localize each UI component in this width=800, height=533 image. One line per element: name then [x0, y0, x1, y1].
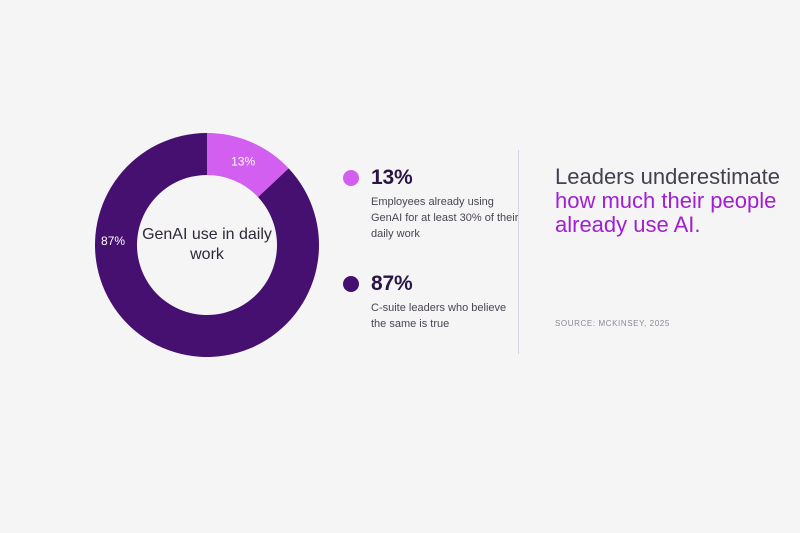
headline: Leaders underestimate how much their peo… [555, 165, 795, 237]
headline-plain-text: Leaders underestimate [555, 164, 781, 189]
legend-description: C-suite leaders who believe the same is … [371, 302, 507, 330]
legend-dot-light-purple [343, 170, 359, 186]
vertical-divider [518, 150, 519, 354]
donut-slice-label: 13% [231, 154, 255, 168]
headline-accent-text: how much their people already use AI. [555, 188, 777, 237]
donut-slice-13 [207, 133, 289, 198]
donut-chart: 13% 87% [95, 133, 320, 357]
legend-value: 13% [371, 166, 413, 189]
donut-center-label: GenAI use in daily work [142, 226, 272, 263]
legend-dot-dark-purple [343, 276, 359, 292]
source-note: SOURCE: MCKINSEY, 2025 [555, 319, 670, 328]
legend-value: 87% [371, 272, 413, 295]
legend-description: Employees already using GenAI for at lea… [371, 196, 519, 240]
donut-slice-label: 87% [101, 234, 125, 248]
donut-slice-87 [95, 133, 320, 357]
